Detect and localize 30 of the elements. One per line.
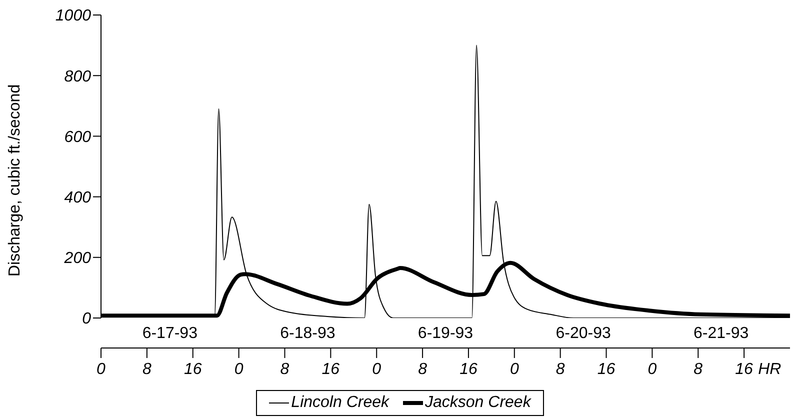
text: 6-17-93 [142,325,198,342]
text: 6-21-93 [694,325,749,342]
x-tick-label: 0 [234,361,244,378]
x-tick-label: 8 [280,361,290,378]
y-tick-label: 600 [64,128,92,146]
x-tick-label: 0 [96,361,106,378]
x-tick-label: 8 [556,361,565,378]
text: 6-18-93 [280,325,336,342]
y-tick-label: 0 [82,310,92,328]
x-tick-label: 8 [694,361,703,378]
text: 6-19-93 [418,325,474,342]
y-tick-label: 400 [64,189,92,206]
y-tick-label: 1000 [55,8,92,25]
x-tick-label: 16 [184,361,202,378]
legend-label: Jackson Creek [425,394,531,412]
x-tick-label: 16 [735,361,754,378]
x-tick-label: 16 [322,361,340,378]
y-tick-label: 200 [63,250,92,268]
y-tick-label: 800 [64,68,92,86]
legend-label: Lincoln Creek [291,394,389,412]
x-tick-label: 0 [510,361,519,378]
x-tick-label: 16 [597,361,616,378]
x-tick-label: 16 [460,361,478,378]
x-tick-label: 8 [418,361,428,378]
x-tick-label: 8 [142,361,152,378]
x-tick-label: 0 [372,361,382,378]
x-axis-title: HR [758,361,782,378]
text: 6-20-93 [556,325,611,342]
y-axis-title: Discharge, cubic ft./second [6,84,24,276]
x-tick-label: 0 [648,361,657,378]
